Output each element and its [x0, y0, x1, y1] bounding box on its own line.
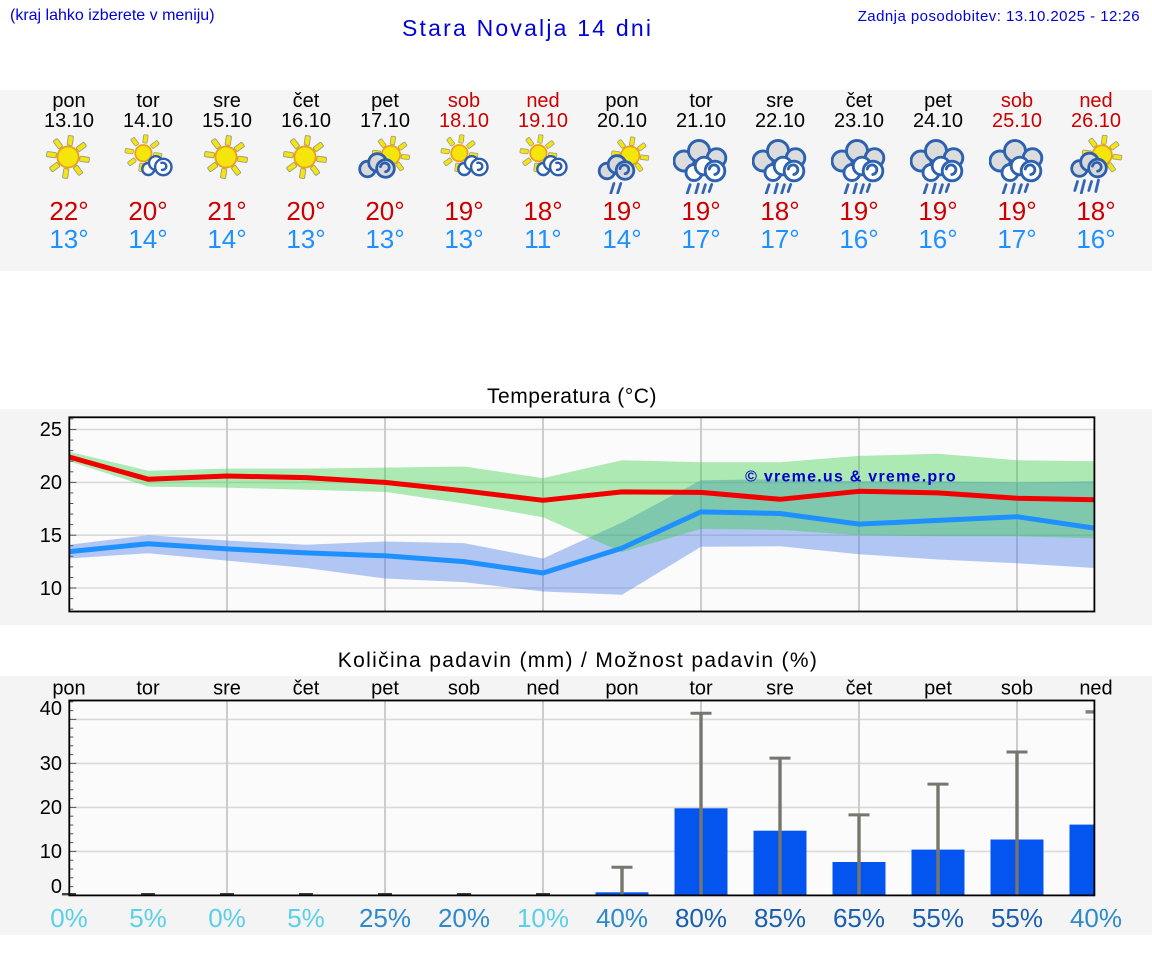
svg-text:40: 40 [40, 698, 62, 720]
svg-text:sre: sre [766, 678, 794, 700]
svg-text:čet: čet [846, 678, 873, 700]
svg-text:pet: pet [924, 678, 952, 700]
svg-text:20: 20 [40, 797, 62, 819]
svg-text:65%: 65% [833, 903, 885, 933]
svg-text:ned: ned [526, 678, 559, 700]
svg-text:sob: sob [448, 678, 480, 700]
svg-text:10%: 10% [517, 903, 569, 933]
svg-text:40%: 40% [596, 903, 648, 933]
svg-text:20%: 20% [438, 903, 490, 933]
svg-text:0: 0 [51, 876, 62, 898]
svg-text:55%: 55% [991, 903, 1043, 933]
svg-text:40%: 40% [1070, 903, 1122, 933]
svg-text:sre: sre [213, 678, 241, 700]
svg-text:tor: tor [689, 678, 713, 700]
svg-text:80%: 80% [675, 903, 727, 933]
svg-text:55%: 55% [912, 903, 964, 933]
svg-text:5%: 5% [287, 903, 325, 933]
svg-text:15: 15 [40, 525, 62, 547]
svg-text:sob: sob [1001, 678, 1033, 700]
svg-text:25%: 25% [359, 903, 411, 933]
svg-text:0%: 0% [50, 903, 88, 933]
svg-text:5%: 5% [129, 903, 167, 933]
svg-text:10: 10 [40, 841, 62, 863]
svg-text:pet: pet [371, 678, 399, 700]
svg-text:tor: tor [136, 678, 160, 700]
svg-text:0%: 0% [208, 903, 246, 933]
svg-text:30: 30 [40, 753, 62, 775]
svg-text:25: 25 [40, 419, 62, 441]
svg-text:85%: 85% [754, 903, 806, 933]
svg-text:© vreme.us & vreme.pro: © vreme.us & vreme.pro [745, 469, 957, 486]
svg-text:Količina padavin (mm) / Možnos: Količina padavin (mm) / Možnost padavin … [338, 649, 819, 672]
svg-text:10: 10 [40, 578, 62, 600]
svg-text:čet: čet [293, 678, 320, 700]
svg-text:pon: pon [605, 678, 638, 700]
svg-text:20: 20 [40, 472, 62, 494]
svg-text:Temperatura (°C): Temperatura (°C) [487, 385, 657, 408]
svg-text:pon: pon [52, 678, 85, 700]
svg-text:ned: ned [1079, 678, 1112, 700]
